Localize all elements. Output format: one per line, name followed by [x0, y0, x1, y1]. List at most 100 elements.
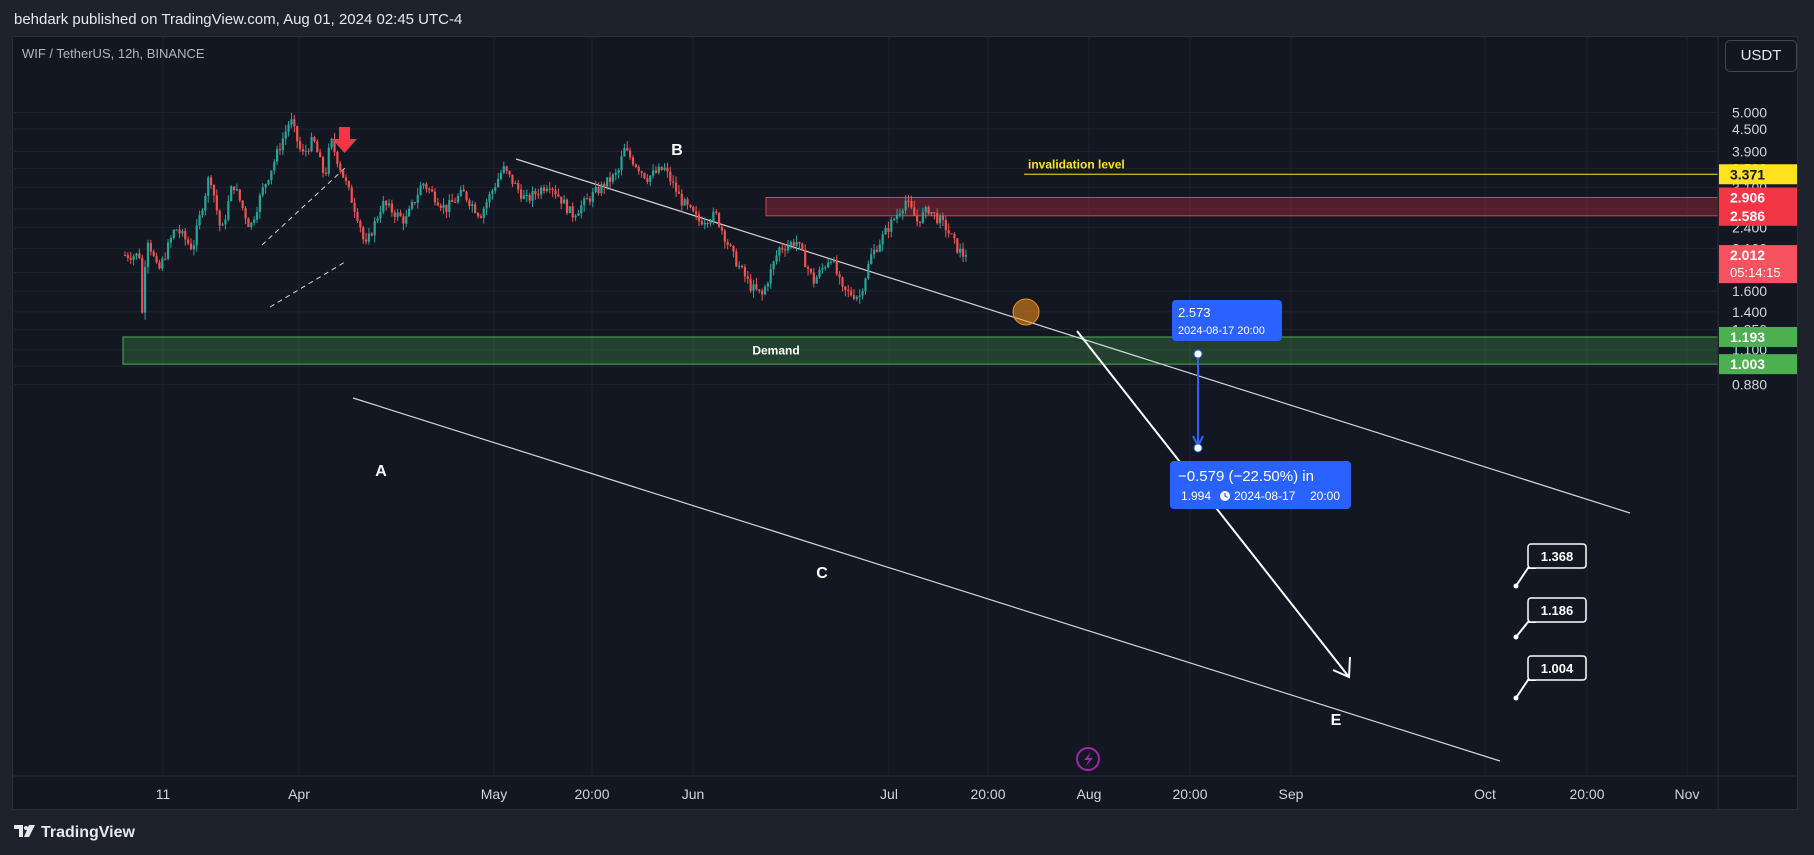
measure-change: −0.579 (−22.50%) in: [1178, 468, 1314, 485]
candle-body: [893, 218, 896, 220]
candle-body: [551, 188, 554, 191]
candle-body: [956, 238, 959, 253]
candle-body: [129, 257, 132, 260]
candle-body: [855, 296, 858, 299]
candle-body: [933, 211, 936, 213]
candle-body: [258, 195, 261, 213]
candle-body: [947, 230, 950, 234]
candle-body: [715, 211, 718, 213]
candle-body: [921, 212, 924, 223]
candle-body: [789, 242, 792, 246]
candle-body: [227, 201, 230, 220]
time-tick-label: 11: [156, 786, 171, 802]
candle-body: [158, 262, 161, 269]
tradingview-logo-icon: [14, 824, 35, 837]
candle-body: [253, 219, 256, 223]
candle-body: [786, 245, 790, 251]
time-tick-label: Nov: [1675, 786, 1700, 802]
candle-body: [941, 216, 945, 220]
candle-body: [474, 204, 477, 214]
candle-body: [195, 225, 198, 246]
wave-label: E: [1331, 712, 1342, 729]
candle-body: [494, 187, 497, 191]
candle-body: [778, 247, 781, 256]
candle-body: [290, 119, 293, 125]
measure-bottom-box: [1170, 461, 1351, 509]
candle-body: [568, 206, 571, 214]
candle-body: [319, 152, 322, 158]
measure-top-value: 2.573: [1178, 305, 1211, 320]
candle-body: [603, 183, 606, 188]
target-pointer: [1515, 567, 1536, 587]
candle-body: [247, 218, 250, 228]
candle-body: [212, 184, 216, 196]
candle-body: [393, 212, 396, 218]
price-label-value: 3.371: [1730, 166, 1765, 182]
grid-lines: [12, 36, 1718, 776]
candle-body: [293, 119, 296, 127]
candle-body: [735, 251, 738, 267]
candle-body: [697, 214, 701, 222]
candle-body: [430, 189, 434, 192]
candle-body: [385, 200, 388, 206]
annotations: invalidation level: [261, 157, 1718, 762]
price-tick-label: 1.400: [1732, 304, 1767, 320]
target-pointer: [1515, 621, 1536, 638]
candle-body: [554, 190, 557, 195]
time-axis[interactable]: 11 Apr May 20:00 Jun Jul 20:00 Aug 20:00 Sep Oct 20…: [156, 786, 1700, 802]
candle-body: [654, 170, 658, 173]
candle-body: [149, 242, 152, 252]
candle-body: [766, 283, 769, 287]
candle-body: [428, 188, 431, 190]
candle-body: [350, 187, 353, 203]
candle-body: [953, 234, 956, 239]
candle-body: [565, 199, 569, 214]
measure-bottom-value: 1.994: [1181, 489, 1211, 503]
candle-body: [387, 203, 391, 206]
candle-body: [683, 199, 686, 206]
candle-body: [189, 243, 193, 250]
candle-body: [379, 212, 382, 219]
candle-body: [301, 149, 305, 152]
wedge-upper-line: [261, 167, 346, 246]
demand-zone-label: Demand: [752, 344, 799, 358]
candle-body: [801, 243, 804, 250]
candle-body: [413, 202, 416, 204]
candle-body: [649, 175, 652, 182]
candle-body: [362, 227, 365, 240]
currency-unit-button[interactable]: USDT: [1725, 40, 1797, 72]
candle-body: [798, 241, 801, 244]
candle-body: [597, 187, 600, 194]
price-label-tag: [1719, 245, 1797, 284]
candle-body: [514, 182, 517, 184]
candle-body: [821, 268, 824, 270]
candle-body: [321, 157, 325, 173]
candle-body: [824, 267, 827, 269]
candle-body: [904, 200, 907, 211]
candle-body: [878, 244, 881, 252]
candle-body: [640, 171, 643, 173]
candle-body: [804, 249, 807, 268]
target-label: 1.004: [1541, 661, 1574, 676]
candle-body: [758, 289, 761, 291]
candle-body: [626, 148, 629, 151]
lightning-bolt: [1084, 752, 1093, 767]
overlay: A B C E 2.573 2024-08-17 20:00 −0.579 (−22.50%…: [332, 127, 1587, 771]
price-tick-label: 3.900: [1732, 143, 1767, 159]
candle-body: [284, 131, 287, 139]
candle-body: [850, 290, 853, 296]
chart-area[interactable]: [12, 36, 1798, 810]
candle-body: [890, 219, 893, 232]
candle-body: [485, 202, 488, 209]
candle-body: [433, 191, 437, 203]
candle-body: [637, 166, 640, 172]
candle-body: [235, 189, 239, 191]
candle-body: [267, 180, 270, 185]
price-tick-label: 0.880: [1732, 377, 1767, 393]
price-tick-label: 4.500: [1732, 121, 1767, 137]
candle-body: [123, 255, 127, 257]
candle-body: [563, 199, 566, 204]
candle-body: [359, 221, 362, 228]
candle-body: [207, 177, 210, 196]
